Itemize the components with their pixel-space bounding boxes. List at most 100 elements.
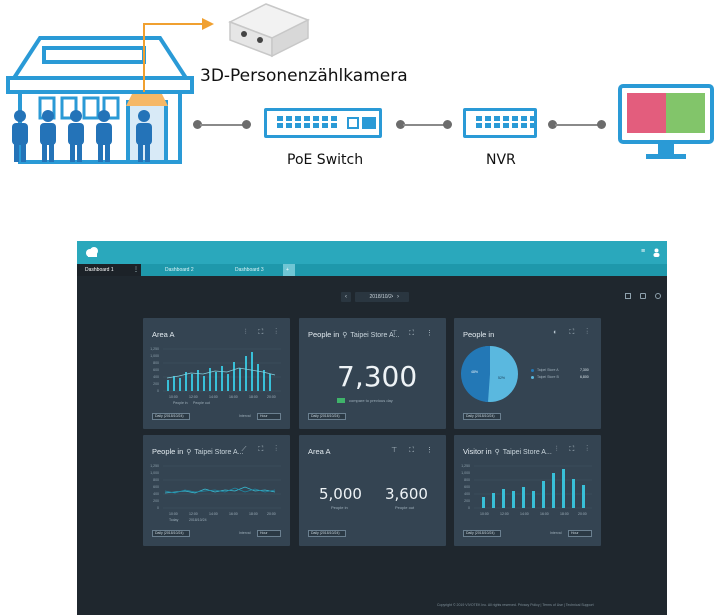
legend-item: People in bbox=[173, 401, 188, 405]
y-tick: 600 bbox=[464, 485, 470, 489]
connector-dot bbox=[597, 120, 606, 129]
camera-link-arrow bbox=[143, 18, 214, 92]
widget-title-text: People in bbox=[308, 330, 340, 339]
widget-title: Area A bbox=[152, 330, 175, 339]
y-tick: 600 bbox=[153, 368, 159, 372]
widget-visitor-in-chart[interactable]: Visitor in ⚲ Taipei Store A... ⫶ ⛶ ⋮ 1,250… bbox=[454, 435, 601, 546]
y-tick: 1,000 bbox=[150, 354, 159, 358]
widget-people-in-line[interactable]: People in ⚲ Taipei Store A... ⟋ ⛶ ⋮ 1,250 … bbox=[143, 435, 290, 546]
compare-text: compare to previous day bbox=[349, 398, 393, 403]
widget-actions-icon[interactable]: ⟋ ⛶ ⋮ bbox=[241, 446, 282, 453]
tab-menu-icon[interactable]: ⋮ bbox=[133, 267, 139, 273]
tab-dashboard-1[interactable]: Dashboard 1 ⋮ bbox=[77, 264, 141, 276]
period-select[interactable]: Daily (2018/10/24) bbox=[152, 413, 190, 420]
widget-actions-icon[interactable]: ⫶ ⛶ ⋮ bbox=[244, 329, 282, 336]
user-icon[interactable] bbox=[653, 248, 660, 257]
x-tick: 10:00 bbox=[169, 512, 178, 516]
connector-line bbox=[403, 124, 447, 126]
people-in-label: People in bbox=[331, 505, 348, 510]
legend-name: Taipei Store B bbox=[537, 375, 559, 379]
interval-select[interactable]: Hour bbox=[257, 530, 281, 537]
connector-line bbox=[555, 124, 601, 126]
x-tick: 10:00 bbox=[480, 512, 489, 516]
export-icon[interactable] bbox=[625, 293, 631, 299]
x-tick: 12:00 bbox=[189, 395, 198, 399]
widget-area-a-in-out[interactable]: Area A ⊤ ⛶ ⋮ 5,000 People in 3,600 Peopl… bbox=[299, 435, 446, 546]
x-tick: 16:00 bbox=[229, 395, 238, 399]
tab-label: Dashboard 1 bbox=[85, 267, 114, 273]
period-select[interactable]: Daily (2018/10/24) bbox=[152, 530, 190, 537]
y-tick: 400 bbox=[153, 492, 159, 496]
widget-area-a-chart[interactable]: Area A ⫶ ⛶ ⋮ 1,250 1,000 800 600 400 200… bbox=[143, 318, 290, 429]
y-tick: 600 bbox=[153, 485, 159, 489]
widget-title: Visitor in ⚲ Taipei Store A... bbox=[463, 447, 552, 456]
connector-dot bbox=[193, 120, 202, 129]
period-select[interactable]: Daily (2018/10/24) bbox=[463, 530, 501, 537]
y-tick: 0 bbox=[468, 506, 470, 510]
nvr-icon bbox=[463, 108, 537, 138]
monitor-icon bbox=[618, 84, 714, 159]
camera-label: 3D-Personenzählkamera bbox=[200, 66, 408, 86]
widget-actions-icon[interactable]: ⊤ ⛶ ⋮ bbox=[391, 447, 438, 454]
y-tick: 400 bbox=[153, 375, 159, 379]
widget-people-in-total[interactable]: People in ⚲ Taipei Store A... ⊤ ⛶ ⋮ 7,300 … bbox=[299, 318, 446, 429]
connector-dot bbox=[396, 120, 405, 129]
y-tick: 1,000 bbox=[150, 471, 159, 475]
tab-dashboard-2[interactable]: Dashboard 2 bbox=[157, 264, 227, 276]
y-tick: 1,250 bbox=[150, 464, 159, 468]
legend-item: 2018/10/24 bbox=[189, 518, 207, 522]
legend-item: Today bbox=[169, 518, 179, 522]
legend-name: Taipei Store A bbox=[537, 368, 559, 372]
period-select[interactable]: Daily (2018/10/24) bbox=[308, 530, 346, 537]
settings-icon[interactable] bbox=[655, 293, 661, 299]
poe-switch-icon bbox=[264, 108, 382, 138]
x-tick: 18:00 bbox=[249, 395, 258, 399]
interval-label: Interval bbox=[239, 531, 251, 535]
period-select[interactable]: Daily (2018/10/24) bbox=[308, 413, 346, 420]
widget-title: People in bbox=[463, 330, 495, 339]
tab-label: Dashboard 2 bbox=[165, 267, 194, 273]
tab-dashboard-3[interactable]: Dashboard 3 bbox=[227, 264, 287, 276]
location-pin-icon: ⚲ bbox=[342, 332, 348, 339]
y-tick: 1,250 bbox=[150, 347, 159, 351]
tab-label: Dashboard 3 bbox=[235, 267, 264, 273]
interval-label: Interval bbox=[550, 531, 562, 535]
architecture-diagram: 3D-Personenzählkamera PoE Switch NVR bbox=[0, 0, 720, 215]
add-tab-button[interactable]: + bbox=[283, 264, 295, 276]
widget-people-in-pie[interactable]: People in ◐ ⛶ ⋮ 48% 52% Taipei Store A 7… bbox=[454, 318, 601, 429]
line-chart bbox=[163, 465, 281, 509]
date-display[interactable]: 2018/10/24 bbox=[355, 292, 409, 302]
widget-location: Taipei Store A... bbox=[194, 449, 244, 456]
people-icon bbox=[12, 110, 152, 162]
pie-chart bbox=[460, 345, 518, 402]
x-tick: 20:00 bbox=[267, 395, 276, 399]
menu-icon[interactable]: ≡ bbox=[641, 248, 646, 255]
interval-select[interactable]: Hour bbox=[568, 530, 592, 537]
next-date-button[interactable]: › bbox=[393, 292, 403, 302]
nvr-label: NVR bbox=[486, 152, 516, 168]
widget-actions-icon[interactable]: ⊤ ⛶ ⋮ bbox=[391, 330, 438, 337]
people-out-value: 3,600 bbox=[385, 485, 428, 503]
trend-up-icon bbox=[337, 398, 345, 403]
period-select[interactable]: Daily (2018/10/24) bbox=[463, 413, 501, 420]
widget-title: People in ⚲ Taipei Store A... bbox=[308, 330, 399, 339]
x-tick: 10:00 bbox=[169, 395, 178, 399]
slice-label: 48% bbox=[471, 370, 479, 374]
x-tick: 18:00 bbox=[560, 512, 569, 516]
legend-item: People out bbox=[193, 401, 210, 405]
share-icon[interactable] bbox=[640, 293, 646, 299]
people-in-value: 5,000 bbox=[319, 485, 362, 503]
widget-title-text: Visitor in bbox=[463, 447, 492, 456]
connector-dot bbox=[443, 120, 452, 129]
widget-title-text: People in bbox=[152, 447, 184, 456]
widget-actions-icon[interactable]: ◐ ⛶ ⋮ bbox=[553, 329, 593, 336]
x-tick: 14:00 bbox=[520, 512, 529, 516]
y-tick: 200 bbox=[153, 382, 159, 386]
interval-select[interactable]: Hour bbox=[257, 413, 281, 420]
widget-title: Area A bbox=[308, 447, 331, 456]
previous-date-button[interactable]: ‹ bbox=[341, 292, 351, 302]
dashboard-screenshot: ≡ Dashboard 1 ⋮ Dashboard 2 Dashboard 3 … bbox=[77, 241, 667, 615]
legend-swatch bbox=[531, 376, 534, 379]
y-tick: 800 bbox=[464, 478, 470, 482]
widget-actions-icon[interactable]: ⫶ ⛶ ⋮ bbox=[555, 446, 593, 453]
